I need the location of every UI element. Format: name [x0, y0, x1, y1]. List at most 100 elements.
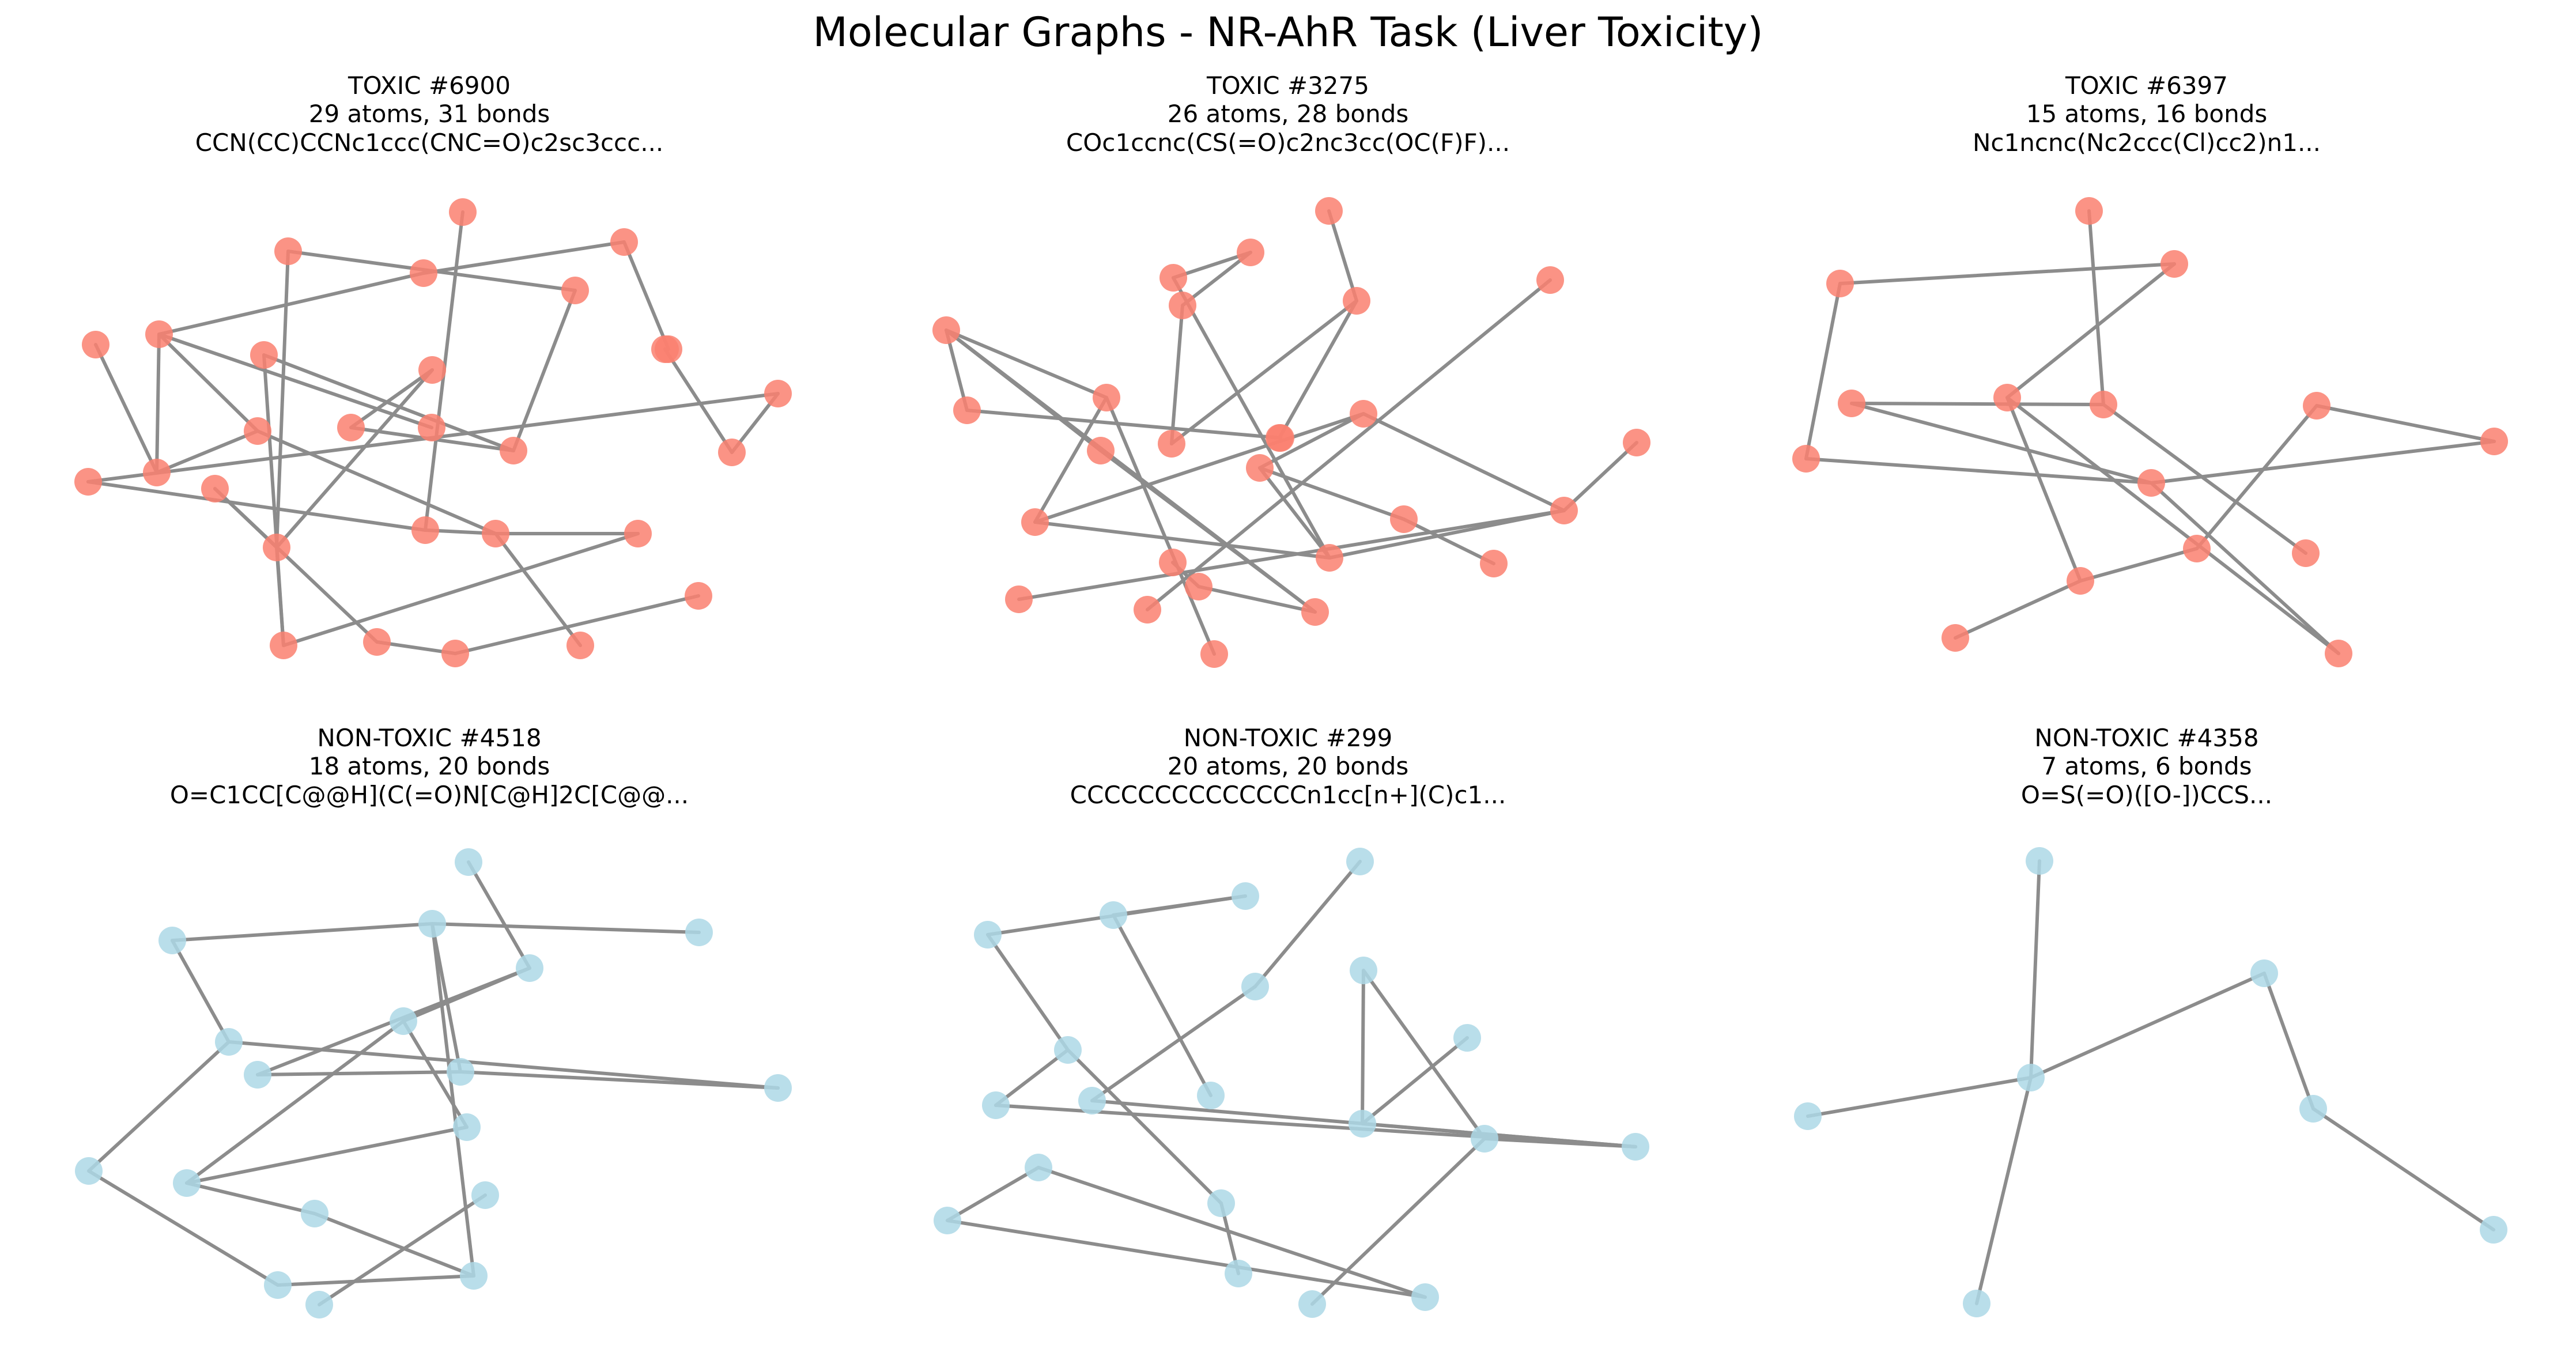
atom-node	[411, 516, 439, 544]
bond-edge	[1037, 1166, 1427, 1299]
atom-node	[482, 520, 509, 547]
atom-node	[1237, 239, 1264, 266]
atom-node	[932, 316, 960, 344]
atom-node	[516, 954, 543, 982]
panel-counts: 7 atoms, 6 bonds	[2041, 752, 2252, 780]
atom-node	[1963, 1290, 1990, 1317]
atom-node	[1792, 445, 1820, 473]
bond-edge	[459, 1070, 780, 1090]
bond-edge	[1562, 441, 1638, 512]
atom-node	[418, 356, 446, 384]
bond-edge	[1170, 299, 1358, 445]
bond-edge	[402, 966, 531, 1023]
bond-edge	[2315, 404, 2496, 443]
atom-node	[1232, 882, 1259, 910]
atom-node	[1169, 292, 1196, 319]
bond-edge	[2102, 403, 2307, 555]
atom-node	[764, 1074, 792, 1102]
bond-edge	[1806, 1076, 2033, 1118]
bond-edge	[1362, 412, 1566, 512]
bond-edge	[157, 333, 433, 429]
bond-edge	[2005, 396, 2082, 583]
bond-edge	[227, 1040, 780, 1090]
atom-node	[1550, 497, 1578, 524]
atom-node	[1021, 508, 1049, 536]
atom-node	[455, 848, 482, 876]
bond-edge	[2029, 972, 2266, 1079]
panel-counts: 18 atoms, 20 bonds	[309, 752, 550, 780]
atom-node	[2017, 1064, 2045, 1091]
bond-edge	[1954, 579, 2082, 640]
atom-node	[655, 335, 682, 363]
atom-node	[1087, 437, 1115, 464]
atom-node	[250, 341, 278, 369]
atom-node	[337, 414, 365, 441]
molecule-graph	[932, 197, 1650, 668]
molecule-graph	[1792, 197, 2508, 667]
panel-smiles: COc1ccnc(CS(=O)c2nc3cc(OC(F)F)...	[1066, 129, 1510, 157]
atom-node	[143, 459, 171, 486]
bond-edge	[171, 922, 434, 942]
bond-edge	[2150, 440, 2496, 485]
atom-node	[1471, 1125, 1498, 1153]
atom-node	[1343, 287, 1370, 315]
atom-node	[718, 439, 746, 466]
atom-node	[1411, 1283, 1439, 1311]
atom-node	[453, 1113, 481, 1141]
atom-node	[363, 628, 391, 656]
bond-edge	[2263, 972, 2315, 1110]
bond-edge	[2311, 1107, 2495, 1231]
bond-edge	[454, 594, 700, 655]
atom-node	[1390, 505, 1418, 533]
panel-counts: 29 atoms, 31 bonds	[309, 100, 550, 128]
atom-node	[1298, 1290, 1326, 1318]
bond-edge	[87, 1169, 279, 1287]
bond-edge	[155, 333, 161, 474]
bond-edge	[318, 1193, 487, 1306]
bond-edge	[1090, 985, 1257, 1102]
bond-edge	[1099, 449, 1317, 614]
bond-edge	[965, 409, 1282, 440]
bond-edge	[430, 922, 475, 1278]
atom-node	[2292, 539, 2320, 567]
bond-edge	[430, 922, 701, 934]
atom-node	[566, 632, 594, 659]
atom-node	[561, 277, 589, 304]
atom-node	[460, 1262, 488, 1290]
atom-node	[1158, 430, 1185, 458]
bond-edge	[1361, 1036, 1469, 1125]
bond-edge	[2150, 481, 2340, 655]
bond-edge	[467, 860, 531, 970]
atom-node	[244, 417, 271, 445]
bond-edge	[275, 368, 434, 549]
bond-edge	[1278, 299, 1358, 440]
panel-toxic-6900: TOXIC #6900 29 atoms, 31 bonds CCN(CC)CC…	[74, 71, 792, 667]
bond-edge	[945, 328, 1108, 399]
atom-node	[82, 331, 109, 358]
bond-edge	[256, 1070, 462, 1076]
bond-edge	[1838, 262, 2176, 285]
bond-edge	[185, 1019, 405, 1185]
atom-node	[934, 1207, 961, 1234]
atom-node	[2250, 959, 2278, 987]
panel-counts: 26 atoms, 28 bonds	[1168, 100, 1409, 128]
atom-node	[2325, 640, 2352, 667]
bond-edge	[256, 429, 497, 535]
bond-edge	[494, 532, 582, 647]
atom-node	[1185, 573, 1213, 600]
atom-node	[685, 582, 712, 610]
bond-edge	[2029, 859, 2041, 1079]
panel-label: NON-TOXIC #4358	[2034, 724, 2258, 752]
bond-edge	[86, 480, 427, 532]
bond-edge	[275, 546, 285, 647]
panel-label: NON-TOXIC #4518	[317, 724, 541, 752]
bond-edge	[946, 1166, 1040, 1222]
bond-edge	[402, 1019, 469, 1129]
atom-node	[2160, 250, 2188, 278]
bond-edge	[1172, 276, 1331, 560]
bond-edge	[986, 933, 1070, 1052]
atom-node	[418, 910, 446, 938]
atom-node	[2026, 847, 2053, 875]
molecule-graph	[1794, 847, 2507, 1317]
